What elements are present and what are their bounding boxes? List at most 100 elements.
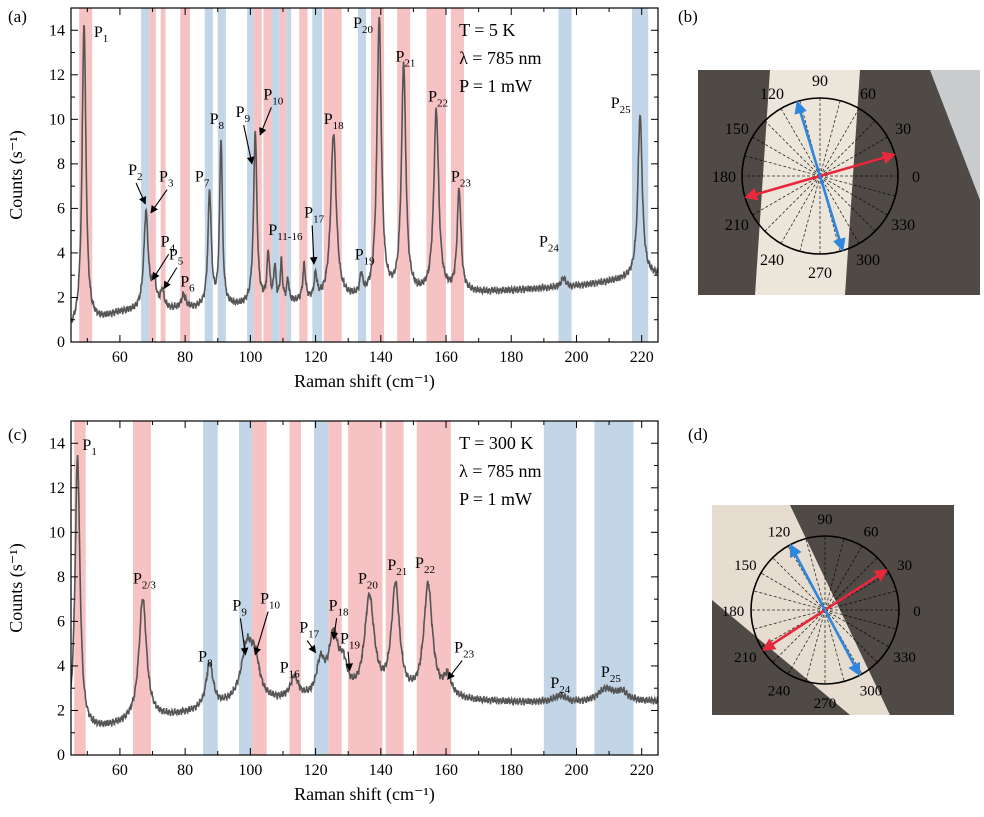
y-axis-label: Counts (s⁻¹) [6,543,27,632]
peak-arrow [306,640,317,654]
peak-label-p25: P25 [601,664,621,685]
panel-b-photo: 0 30 60 90 120 150 180 210 240 270 300 330 [698,70,980,295]
band-blue [238,421,252,755]
y-tick-label: 6 [57,200,65,217]
peak-label-p23: P23 [454,640,474,661]
x-tick-label: 180 [499,762,523,779]
polar-angle-label: 210 [725,217,749,234]
peak-label-p19: P19 [340,631,360,652]
x-tick-label: 140 [369,349,393,366]
x-axis-label: Raman shift (cm⁻¹) [294,371,435,392]
peak-label-p7: P7 [195,169,210,190]
peak-label-p10: P10 [260,591,280,612]
x-tick-label: 160 [434,349,458,366]
x-tick-label: 200 [564,762,588,779]
polarization-arrow-blue [794,100,846,252]
panel-a-label: (a) [8,7,27,26]
panel-c-conditions: T = 300 K λ = 785 nm P = 1 mW [459,433,541,509]
x-tick-label: 140 [369,762,393,779]
panel-c-label: (c) [8,425,27,444]
peak-label-p25: P25 [611,95,631,116]
band-blue [204,8,213,342]
peak-label-p19: P19 [355,247,375,268]
peak-label-p17: P17 [299,620,319,641]
band-pink [323,8,342,342]
plot-frame [70,7,659,343]
band-blue [313,421,329,755]
polar-angle-label: 150 [734,558,757,574]
band-pink [328,421,342,755]
x-axis-label: Raman shift (cm⁻¹) [294,784,435,805]
band-pink [299,8,308,342]
band-pink [416,421,451,755]
polar-angle-label: 0 [913,604,921,620]
polar-angle-label: 210 [734,650,757,666]
peak-arrow [243,124,255,165]
peak-arrow [150,189,168,214]
peak-arrow [447,660,463,680]
peak-arrow [330,618,339,640]
peak-arrow [152,253,170,281]
peak-label-p23: P23 [451,169,471,190]
y-tick-label: 4 [57,658,65,675]
x-tick-label: 120 [304,762,328,779]
peak-label-p11-16: P11-16 [268,222,303,243]
panel-b-polar-plot: 0 30 60 90 120 150 180 210 240 270 300 330 [712,73,920,282]
band-pink [263,8,272,342]
band-blue [203,421,218,755]
polar-circle [750,535,900,685]
peak-label-p17: P17 [304,204,324,225]
peak-label-p20: P20 [358,571,378,592]
polar-angle-label: 300 [860,684,883,700]
peak-label-p1: P1 [94,24,108,45]
peak-arrow [239,618,249,656]
peak-label-p4: P4 [161,233,176,254]
polar-angle-label: 0 [912,169,920,186]
x-tick-label: 220 [630,349,654,366]
band-blue [247,8,254,342]
y-tick-label: 8 [57,569,65,586]
y-tick-label: 8 [57,156,65,173]
y-tick-label: 0 [57,334,65,351]
polarization-arrow-blue [789,543,861,677]
band-pink [426,8,447,342]
panel-c-axes: 60 80 100 120 140 160 180 200 220 0 2 4 6 8 10 12 14 Rama… [6,420,659,805]
y-tick-label: 2 [57,289,65,306]
panel-c-spectrum-line [71,455,658,728]
peak-label-p21: P21 [387,557,407,578]
peak-label-p8: P8 [198,648,213,669]
band-pink [397,8,411,342]
polar-angle-label: 60 [864,524,879,540]
panel-d-photo: 0 30 60 90 120 150 180 210 240 270 300 330 [712,505,954,715]
band-pink [289,421,301,755]
peak-label-p24: P24 [550,675,570,696]
x-tick-label: 80 [177,349,193,366]
polar-angle-label: 180 [712,169,736,186]
band-pink [279,8,287,342]
band-blue [594,421,634,755]
peak-label-p5: P5 [169,247,184,268]
peak-arrow [163,267,178,290]
polar-angle-label: 60 [860,86,876,103]
polar-angle-label: 30 [895,121,911,138]
y-tick-label: 4 [57,245,65,262]
panel-a: 60 80 100 120 140 160 180 200 220 0 2 4 6 8 10 12 14 Rama… [6,7,659,392]
polar-angle-label: 300 [856,252,880,269]
band-blue [312,8,323,342]
panel-a-axes: 60 80 100 120 140 160 180 200 220 0 2 4 6 8 10 12 14 Rama… [6,7,659,392]
peak-arrow [253,611,269,656]
condition-text: P = 1 mW [459,76,532,96]
y-tick-label: 10 [49,111,65,128]
x-tick-label: 180 [499,349,523,366]
peak-label-p9: P9 [232,597,247,618]
y-tick-label: 14 [49,22,65,39]
panel-b-label: (b) [678,7,698,26]
polar-angle-label: 90 [818,512,833,528]
band-pink [253,8,262,342]
peak-arrow [345,651,354,672]
condition-text: T = 5 K [459,20,515,40]
y-tick-label: 10 [49,524,65,541]
peak-label-p16: P16 [280,660,300,681]
